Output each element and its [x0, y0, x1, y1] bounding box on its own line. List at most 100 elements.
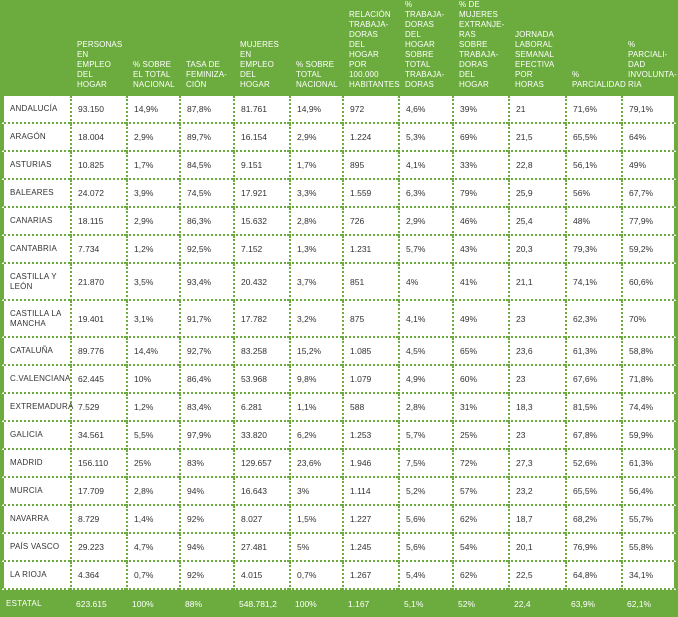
value-cell: 895: [342, 152, 398, 180]
value-cell: 1.085: [342, 338, 398, 366]
value-cell: 71,8%: [621, 366, 678, 394]
region-cell: País Vasco: [0, 534, 70, 562]
region-cell: Extremadura: [0, 394, 73, 422]
value-cell: 62%: [452, 506, 508, 534]
value-cell: 1.559: [342, 180, 398, 208]
value-cell: 33.820: [233, 422, 289, 450]
value-cell: 20.432: [233, 264, 289, 301]
table-row: Canarias 18.115 2,9% 86,3% 15.632 2,8% 726 2,9%…: [0, 208, 678, 236]
value-cell: 4,6%: [398, 96, 452, 124]
value-cell: 1.267: [342, 562, 398, 590]
table-footer: Estatal 623.615 100% 88% 548.781,2 100% 1.167 5…: [0, 590, 678, 617]
column-header: % sobre el total nacional: [126, 0, 179, 96]
value-cell: 2,8%: [126, 478, 179, 506]
value-cell: 39%: [452, 96, 508, 124]
value-cell: 8.027: [233, 506, 289, 534]
value-cell: 48%: [565, 208, 621, 236]
table-header: Personas en empleo del hogar% sobre el t…: [0, 0, 678, 96]
value-cell: 5,6%: [398, 534, 452, 562]
value-cell: 1,3%: [289, 236, 342, 264]
value-cell: 43%: [452, 236, 508, 264]
value-cell: 1,5%: [289, 506, 342, 534]
value-cell: 20,1: [508, 534, 565, 562]
value-cell: 62%: [452, 562, 508, 590]
value-cell: 17.921: [233, 180, 289, 208]
value-cell: 23: [508, 422, 565, 450]
region-cell: C.Valenciana: [0, 366, 70, 394]
value-cell: 49%: [621, 152, 678, 180]
value-cell: 33%: [452, 152, 508, 180]
value-cell: 5,6%: [398, 506, 452, 534]
value-cell: 1,2%: [126, 236, 179, 264]
value-cell: 4,1%: [398, 152, 452, 180]
value-cell: 4,5%: [398, 338, 452, 366]
value-cell: 74,1%: [565, 264, 621, 301]
value-cell: 726: [342, 208, 398, 236]
total-value-cell: 5,1%: [398, 590, 452, 617]
value-cell: 57%: [452, 478, 508, 506]
region-cell: La Rioja: [0, 562, 70, 590]
header-row: Personas en empleo del hogar% sobre el t…: [0, 0, 678, 96]
value-cell: 64%: [621, 124, 678, 152]
value-cell: 3,7%: [289, 264, 342, 301]
value-cell: 74,5%: [179, 180, 233, 208]
total-value-cell: 88%: [179, 590, 233, 617]
value-cell: 46%: [452, 208, 508, 236]
value-cell: 64,8%: [565, 562, 621, 590]
value-cell: 1.946: [342, 450, 398, 478]
total-value-cell: 22,4: [508, 590, 565, 617]
table-row: Castilla y León 21.870 3,5% 93,4% 20.432 3,7%…: [0, 264, 678, 301]
table-row: Navarra 8.729 1,4% 92% 8.027 1,5% 1.227 5,6% 62%…: [0, 506, 678, 534]
value-cell: 18,7: [508, 506, 565, 534]
table-row: Galicia 34.561 5,5% 97,9% 33.820 6,2% 1.253 5,7…: [0, 422, 678, 450]
value-cell: 7.734: [70, 236, 126, 264]
value-cell: 1,7%: [126, 152, 179, 180]
value-cell: 25%: [126, 450, 179, 478]
value-cell: 5,5%: [126, 422, 179, 450]
value-cell: 65,5%: [565, 478, 621, 506]
value-cell: 27,3: [508, 450, 565, 478]
value-cell: 67,6%: [565, 366, 621, 394]
value-cell: 86,3%: [179, 208, 233, 236]
value-cell: 65%: [452, 338, 508, 366]
value-cell: 14,4%: [126, 338, 179, 366]
value-cell: 34,1%: [621, 562, 678, 590]
value-cell: 3,5%: [126, 264, 179, 301]
value-cell: 23,6%: [289, 450, 342, 478]
value-cell: 2,8%: [289, 208, 342, 236]
value-cell: 2,9%: [126, 124, 179, 152]
value-cell: 1.231: [342, 236, 398, 264]
value-cell: 1,1%: [289, 394, 342, 422]
value-cell: 86,4%: [179, 366, 233, 394]
value-cell: 56%: [565, 180, 621, 208]
column-header: % parciali-dad involunta-ria: [621, 0, 678, 96]
column-header: Mujeres en empleo del hogar: [233, 0, 289, 96]
region-cell: Murcia: [0, 478, 70, 506]
table-body: Andalucía 93.150 14,9% 87,8% 81.761 14,9% 972 4…: [0, 96, 678, 590]
value-cell: 92%: [179, 506, 233, 534]
value-cell: 60%: [452, 366, 508, 394]
region-cell: Galicia: [0, 422, 70, 450]
table-row: C.Valenciana 62.445 10% 86,4% 53.968 9,8% 1.07…: [0, 366, 678, 394]
value-cell: 67,7%: [621, 180, 678, 208]
value-cell: 52,6%: [565, 450, 621, 478]
value-cell: 5,4%: [398, 562, 452, 590]
value-cell: 15,2%: [289, 338, 342, 366]
table-row: La Rioja 4.364 0,7% 92% 4.015 0,7% 1.267 5,4% 62…: [0, 562, 678, 590]
value-cell: 1,4%: [126, 506, 179, 534]
value-cell: 588: [342, 394, 398, 422]
value-cell: 27.481: [233, 534, 289, 562]
value-cell: 92,7%: [179, 338, 233, 366]
value-cell: 156.110: [70, 450, 126, 478]
column-header: % trabaja-doras del hogar sobre total tr…: [398, 0, 452, 96]
value-cell: 55,8%: [621, 534, 678, 562]
value-cell: 6,3%: [398, 180, 452, 208]
value-cell: 94%: [179, 478, 233, 506]
table-row: Madrid 156.110 25% 83% 129.657 23,6% 1.946 7,5%…: [0, 450, 678, 478]
value-cell: 24.072: [70, 180, 126, 208]
value-cell: 34.561: [70, 422, 126, 450]
value-cell: 2,9%: [289, 124, 342, 152]
value-cell: 41%: [452, 264, 508, 301]
value-cell: 1.253: [342, 422, 398, 450]
